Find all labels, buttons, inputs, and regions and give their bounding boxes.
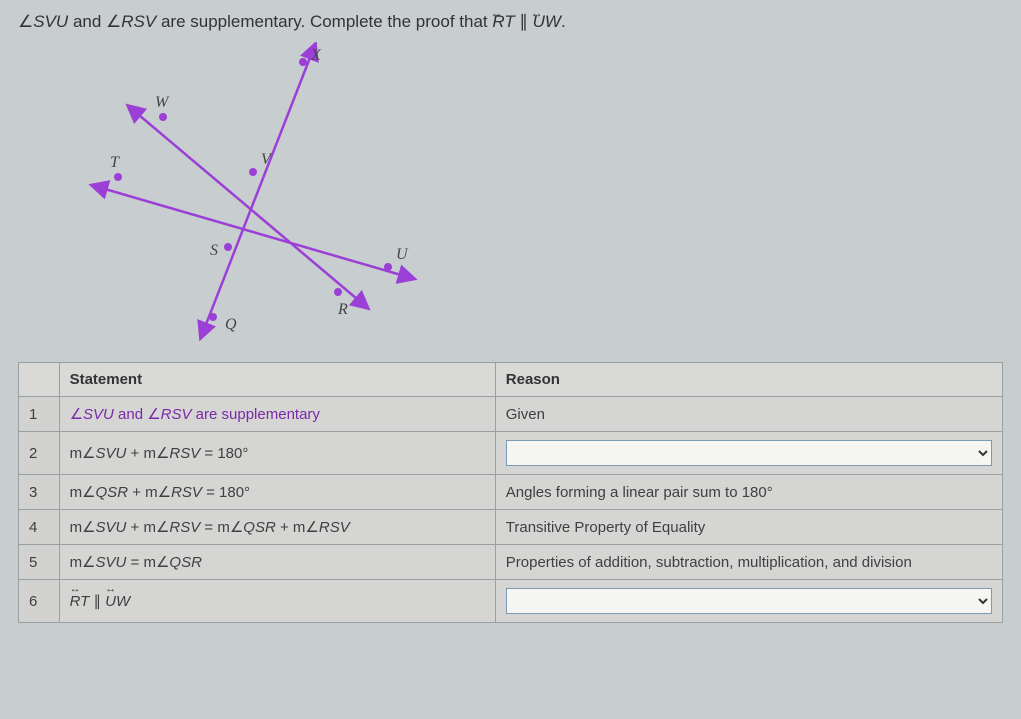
header-row: Statement Reason	[19, 363, 1003, 397]
row-number: 4	[19, 510, 60, 545]
mid-text: are supplementary. Complete the proof th…	[156, 12, 492, 31]
header-statement: Statement	[59, 363, 495, 397]
problem-prompt: ∠SVU and ∠RSV are supplementary. Complet…	[18, 12, 1003, 32]
svg-text:X: X	[310, 47, 322, 64]
table-row: 1∠SVU and ∠RSV are supplementaryGiven	[19, 397, 1003, 432]
line-rt: ↔RT	[492, 12, 514, 32]
geometry-diagram: XWTVSURQ	[78, 42, 438, 342]
statement-cell: m∠SVU + m∠RSV = m∠QSR + m∠RSV	[59, 510, 495, 545]
header-num	[19, 363, 60, 397]
statement-cell: ↔RT ∥ ↔UW	[59, 580, 495, 623]
svg-text:Q: Q	[225, 316, 237, 333]
row-number: 6	[19, 580, 60, 623]
row-number: 1	[19, 397, 60, 432]
table-row: 4m∠SVU + m∠RSV = m∠QSR + m∠RSVTransitive…	[19, 510, 1003, 545]
reason-cell: Given	[495, 397, 1002, 432]
angle-symbol: ∠	[18, 12, 33, 31]
diagram-svg: XWTVSURQ	[78, 42, 438, 342]
line-uw: ↔UW	[533, 12, 561, 32]
proof-table: Statement Reason 1∠SVU and ∠RSV are supp…	[18, 362, 1003, 623]
reason-cell: Transitive Property of Equality	[495, 510, 1002, 545]
header-reason: Reason	[495, 363, 1002, 397]
svg-text:S: S	[210, 242, 218, 259]
row-number: 2	[19, 432, 60, 475]
statement-cell: m∠SVU = m∠QSR	[59, 545, 495, 580]
statement-cell: ∠SVU and ∠RSV are supplementary	[59, 397, 495, 432]
row-number: 3	[19, 475, 60, 510]
reason-cell	[495, 580, 1002, 623]
svg-text:W: W	[155, 94, 170, 111]
table-row: 5m∠SVU = m∠QSRProperties of addition, su…	[19, 545, 1003, 580]
reason-select[interactable]	[506, 588, 992, 614]
reason-select[interactable]	[506, 440, 992, 466]
table-row: 6↔RT ∥ ↔UW	[19, 580, 1003, 623]
table-row: 2m∠SVU + m∠RSV = 180°	[19, 432, 1003, 475]
and-text: and	[68, 12, 106, 31]
statement-cell: m∠QSR + m∠RSV = 180°	[59, 475, 495, 510]
reason-cell: Angles forming a linear pair sum to 180°	[495, 475, 1002, 510]
angle1: SVU	[33, 12, 68, 31]
reason-cell	[495, 432, 1002, 475]
angle-symbol2: ∠	[106, 12, 121, 31]
reason-cell: Properties of addition, subtraction, mul…	[495, 545, 1002, 580]
svg-text:R: R	[337, 301, 348, 318]
row-number: 5	[19, 545, 60, 580]
end-text: .	[561, 12, 566, 31]
statement-cell: m∠SVU + m∠RSV = 180°	[59, 432, 495, 475]
table-row: 3m∠QSR + m∠RSV = 180°Angles forming a li…	[19, 475, 1003, 510]
angle2: RSV	[121, 12, 156, 31]
svg-text:U: U	[396, 246, 409, 263]
svg-text:T: T	[110, 154, 120, 171]
